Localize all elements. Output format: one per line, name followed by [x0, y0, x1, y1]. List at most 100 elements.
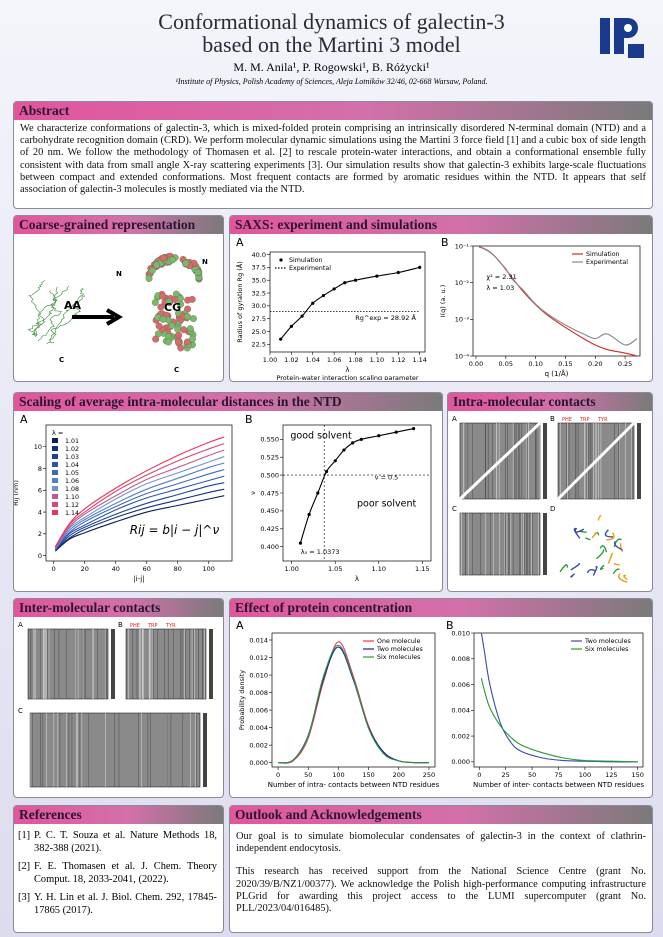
reference-tag: [1] [18, 830, 31, 841]
series-line [54, 475, 225, 551]
y-tick-label: 0 [38, 552, 42, 560]
legend-swatch [279, 258, 283, 262]
y-tick-label: 0.475 [260, 489, 279, 497]
y-tick-label: 32.5 [252, 289, 266, 297]
legend-label: 1.08 [65, 486, 79, 493]
annotation: χ² = 2.31 [486, 273, 516, 281]
heatmap [29, 712, 201, 788]
structure-cartoon [585, 537, 591, 541]
panel-label: C [452, 505, 457, 513]
x-tick-label: 0 [276, 771, 280, 779]
authors: M. M. Anila¹, P. Rogowski¹, B. Różycki¹ [233, 60, 430, 74]
panel-label: B [446, 619, 454, 632]
y-tick-label: 0.004 [451, 707, 470, 715]
legend-swatch [52, 486, 58, 491]
series-line [54, 495, 225, 552]
abstract-text: We characterize conformations of galecti… [20, 123, 646, 196]
legend-label: 1.02 [65, 446, 79, 453]
y-tick-label: 22.5 [252, 341, 266, 349]
panel-label: C [18, 707, 23, 715]
plot: A 0 50 100 150 200 250 0.000 0.002 0.004 0.006 0.00… [236, 619, 440, 789]
inter-section: Inter-molecular contacts A B C PHE TRP TYR [13, 598, 224, 798]
residue-label: TRP [579, 417, 590, 423]
x-axis-label: q (1/Å) [545, 369, 569, 378]
y-tick-label: 8 [38, 465, 42, 473]
x-axis-label: Number of intra- contacts between NTD re… [268, 781, 440, 789]
legend-swatch [52, 510, 58, 515]
series-line [54, 456, 225, 549]
legend-swatch [52, 502, 58, 507]
section-title: Scaling of average intra-molecular dista… [14, 393, 442, 411]
x-tick-label: 25 [502, 771, 510, 779]
intra-section: Intra-molecular contacts A B C D PHE TRP TYR [447, 392, 653, 592]
atomistic-chain [46, 294, 84, 345]
structure-cartoon [623, 574, 628, 581]
bead [165, 338, 172, 346]
series-group [277, 641, 429, 764]
y-tick-label: 0.550 [260, 436, 279, 444]
bead [194, 268, 202, 276]
series-line [54, 442, 225, 548]
colorbar [637, 423, 641, 499]
series-line [280, 266, 420, 340]
structure-cartoon [614, 540, 623, 551]
colorbar [203, 713, 207, 787]
outlook-section: Outlook and Acknowledgements Our goal is… [229, 805, 653, 933]
structure-cartoon [597, 515, 602, 521]
annotation: Rg^exp = 28.92 Å [355, 313, 416, 322]
y-tick-label: 0.012 [249, 654, 268, 662]
section-title: References [14, 806, 223, 824]
y-axis-label: Rij (nm) [14, 480, 20, 506]
bead [174, 338, 182, 346]
data-point [324, 469, 329, 474]
annotation: good solvent [290, 431, 352, 442]
y-axis-label: I(q) (a. u.) [439, 285, 447, 318]
x-tick-label: 1.14 [412, 356, 426, 364]
structure-cartoon [596, 531, 600, 536]
affiliation: ¹Institute of Physics, Polish Academy of… [175, 77, 488, 86]
y-tick-label: 0.500 [260, 471, 279, 479]
data-point [353, 278, 358, 282]
legend-label: Two molecules [584, 638, 631, 645]
series-line [54, 449, 225, 549]
x-tick-label: 0 [477, 771, 481, 779]
x-tick-label: 100 [579, 771, 591, 779]
residue-label: TRP [147, 623, 158, 629]
x-tick-label: 40 [112, 565, 120, 573]
annotation: Rij = b|i − j|^ν [130, 523, 220, 537]
legend-label: Six molecules [377, 654, 420, 661]
series-group [478, 246, 638, 356]
y-axis-label: ν [249, 491, 257, 495]
data-point [343, 281, 347, 285]
data-point [279, 337, 283, 341]
x-tick-label: 1.12 [391, 356, 405, 364]
reference-tag: [2] [18, 861, 31, 872]
series-group [54, 436, 225, 552]
annotation: λ₀ = 1.0373 [301, 548, 340, 556]
bead [157, 303, 165, 311]
panel-label: B [441, 236, 449, 249]
legend-label: 1.14 [65, 510, 79, 517]
x-tick-label: 1.05 [328, 565, 342, 573]
paragraph: Our goal is to simulate biomolecular con… [236, 831, 646, 855]
structure-cartoon [559, 564, 569, 573]
colorbar [209, 629, 213, 699]
section-title: Effect of protein concentration [230, 599, 652, 617]
references-section: References [1] P. C. T. Souza et al. Natu… [13, 805, 224, 933]
colorbar [543, 513, 547, 575]
plot: B 1.00 1.05 1.10 1.15 0.400 0.425 0.450 0.475 0.5… [245, 413, 432, 583]
x-tick-label: 1.00 [263, 356, 277, 364]
legend-swatch [52, 494, 58, 499]
y-tick-label: 0.014 [249, 636, 268, 644]
legend-label: Experimental [586, 259, 628, 266]
y-tick-label: 35.0 [252, 277, 266, 285]
heatmap-diagonal [556, 421, 636, 501]
structure-cartoon [606, 532, 615, 541]
annotation: poor solvent [357, 499, 416, 510]
structure-cartoon [599, 564, 605, 570]
y-tick-label: 10⁻¹ [455, 242, 470, 250]
y-tick-label: 0.008 [451, 655, 470, 663]
plot-frame [271, 632, 436, 768]
reference: [1] P. C. T. Souza et al. Nature Methods … [18, 830, 217, 855]
x-tick-label: 1.00 [284, 565, 298, 573]
